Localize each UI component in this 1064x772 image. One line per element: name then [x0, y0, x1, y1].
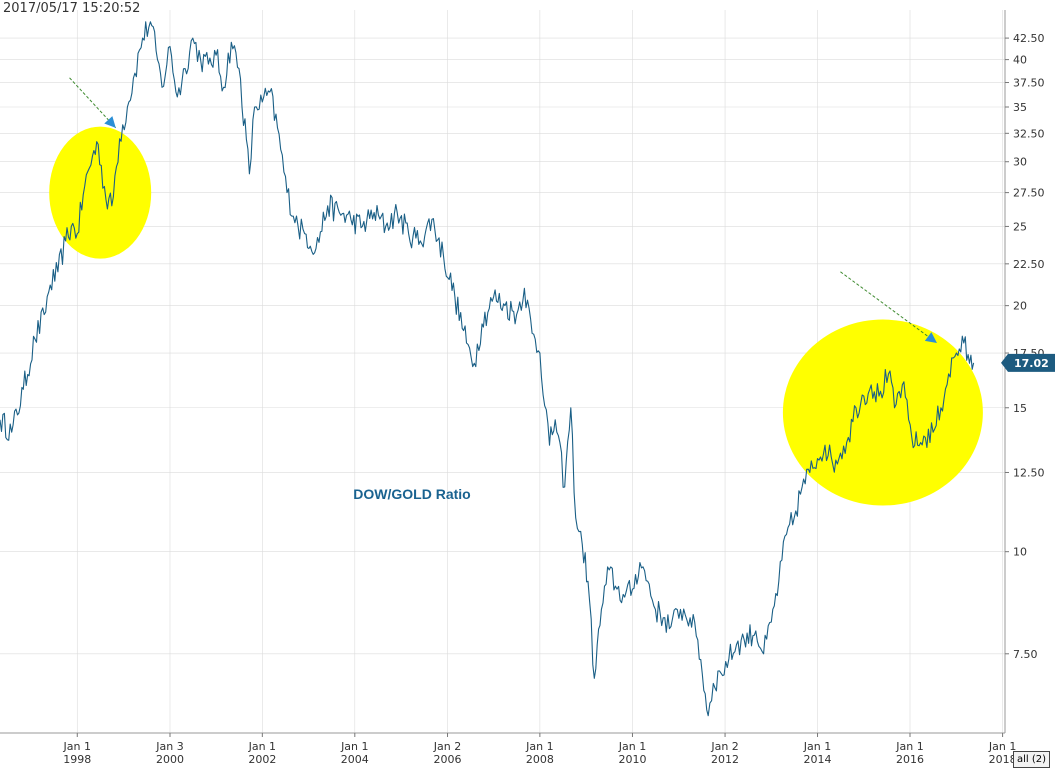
y-tick-label: 37.50 — [1013, 77, 1045, 90]
y-tick-label: 35 — [1013, 101, 1027, 114]
x-tick-label-year: 2018 — [989, 753, 1017, 766]
grid-lines — [0, 10, 1005, 733]
y-tick-label: 7.50 — [1013, 648, 1038, 661]
arrow-head — [104, 116, 116, 128]
range-all-button[interactable]: all (2) — [1012, 751, 1050, 768]
x-tick-label-month: Jan 1 — [988, 740, 1016, 753]
highlight-ellipse — [782, 319, 983, 506]
arrow-line — [69, 77, 117, 129]
x-tick-label-year: 2000 — [156, 753, 184, 766]
y-tick-label: 40 — [1013, 54, 1027, 67]
timestamp: 2017/05/17 15:20:52 — [3, 1, 141, 16]
y-tick-label: 10 — [1013, 546, 1027, 559]
y-axis: 7.501012.501517.502022.502527.503032.503… — [1005, 32, 1045, 661]
x-tick-label-month: Jan 1 — [63, 740, 91, 753]
annotation-arrows — [69, 77, 938, 344]
highlight-ellipse — [49, 126, 152, 259]
x-tick-label-year: 2004 — [341, 753, 369, 766]
y-tick-label: 20 — [1013, 300, 1027, 313]
y-tick-label: 42.50 — [1013, 32, 1045, 45]
x-tick-label-month: Jan 2 — [710, 740, 738, 753]
x-tick-label-year: 2016 — [896, 753, 924, 766]
price-tag-bg — [1001, 353, 1055, 372]
x-tick-label-month: Jan 1 — [803, 740, 831, 753]
x-tick-label-month: Jan 1 — [525, 740, 553, 753]
price-tag-label: 17.02 — [1014, 357, 1049, 370]
arrow-head — [924, 332, 937, 344]
x-tick-label-year: 2002 — [248, 753, 276, 766]
x-tick-label-year: 1998 — [63, 753, 91, 766]
x-tick-label-year: 2010 — [618, 753, 646, 766]
y-tick-label: 22.50 — [1013, 258, 1045, 271]
x-tick-label-year: 2012 — [711, 753, 739, 766]
y-tick-label: 32.50 — [1013, 127, 1045, 140]
last-price-tag: 17.02 — [1001, 353, 1055, 372]
x-tick-label-month: Jan 3 — [155, 740, 183, 753]
y-tick-label: 25 — [1013, 220, 1027, 233]
x-tick-label-year: 2006 — [434, 753, 462, 766]
highlight-ellipses — [49, 126, 983, 506]
x-tick-label-month: Jan 2 — [433, 740, 461, 753]
x-tick-label-month: Jan 1 — [618, 740, 646, 753]
y-tick-label: 15 — [1013, 402, 1027, 415]
x-tick-label-year: 2014 — [804, 753, 832, 766]
series-line — [0, 21, 975, 717]
y-tick-label: 12.50 — [1013, 466, 1045, 479]
chart-annotation: DOW/GOLD Ratio — [353, 486, 470, 502]
series-layer — [0, 21, 975, 717]
x-tick-label-month: Jan 1 — [340, 740, 368, 753]
y-tick-label: 30 — [1013, 156, 1027, 169]
x-tick-label-month: Jan 1 — [248, 740, 276, 753]
x-tick-label-month: Jan 1 — [895, 740, 923, 753]
x-tick-label-year: 2008 — [526, 753, 554, 766]
y-tick-label: 27.50 — [1013, 187, 1045, 200]
